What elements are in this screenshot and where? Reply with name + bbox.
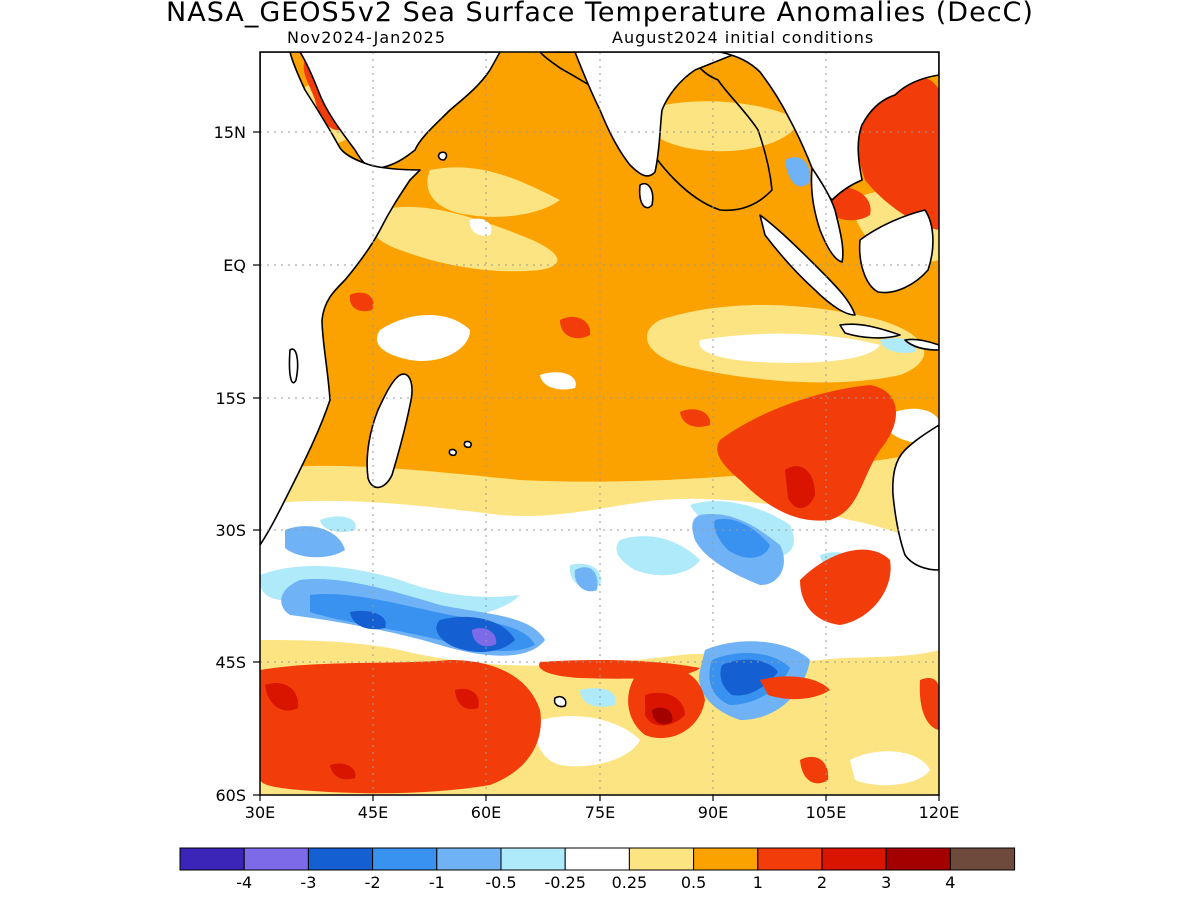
lon-label: 60E (471, 803, 501, 822)
lat-tick-marks (253, 131, 260, 796)
colorbar-swatch (179, 847, 245, 871)
lon-label: 90E (698, 803, 728, 822)
lat-label: 15S (215, 389, 246, 408)
lon-label: 45E (358, 803, 388, 822)
sst-anomaly-field (260, 52, 939, 795)
colorbar-label: -1 (429, 873, 445, 892)
colorbar-swatch (500, 847, 566, 871)
colorbar-swatch (243, 847, 309, 871)
lon-tick-marks (259, 795, 940, 801)
lat-label: EQ (223, 256, 246, 275)
map-title: NASA_GEOS5v2 Sea Surface Temperature Ano… (166, 0, 1034, 28)
colorbar-swatch (307, 847, 374, 871)
forecast-period: Nov2024-Jan2025 (287, 28, 446, 47)
colorbar-label: 1 (753, 873, 763, 892)
initial-conditions-label: August2024 initial conditions (612, 28, 875, 47)
lon-label: 120E (919, 803, 960, 822)
colorbar (179, 847, 1016, 871)
colorbar-label: -4 (236, 873, 252, 892)
lat-label: 45S (215, 653, 246, 672)
colorbar-label: 0.25 (612, 873, 648, 892)
lat-label: 15N (214, 123, 246, 142)
colorbar-swatch (821, 847, 887, 871)
colorbar-labels: -4 -3 -2 -1 -0.5 -0.25 0.25 0.5 1 2 3 4 (236, 873, 955, 892)
land-masses (260, 52, 939, 708)
colorbar-swatch (949, 847, 1016, 871)
colorbar-label: 0.5 (681, 873, 706, 892)
lon-label: 105E (806, 803, 847, 822)
lat-label: 60S (215, 786, 246, 805)
colorbar-label: -0.5 (485, 873, 516, 892)
lon-label: 30E (245, 803, 275, 822)
colorbar-label: -3 (300, 873, 316, 892)
colorbar-swatch (885, 847, 951, 871)
colorbar-swatch (693, 847, 759, 871)
colorbar-swatch (564, 847, 630, 871)
lon-label: 75E (585, 803, 615, 822)
colorbar-swatch (757, 847, 823, 871)
colorbar-swatch (628, 847, 695, 871)
anomaly-3-4 (652, 707, 673, 725)
lat-labels: 15N EQ 15S 30S 45S 60S (214, 123, 246, 805)
colorbar-label: 3 (881, 873, 891, 892)
colorbar-swatch (372, 847, 438, 871)
colorbar-label: 2 (817, 873, 827, 892)
colorbar-label: -2 (365, 873, 381, 892)
anomaly-minus-3 (472, 627, 497, 647)
colorbar-label: -0.25 (544, 873, 585, 892)
lat-label: 30S (215, 521, 246, 540)
colorbar-swatch (436, 847, 502, 871)
colorbar-label: 4 (945, 873, 955, 892)
graticule (260, 52, 939, 795)
lon-labels: 30E 45E 60E 75E 90E 105E 120E (245, 803, 960, 822)
